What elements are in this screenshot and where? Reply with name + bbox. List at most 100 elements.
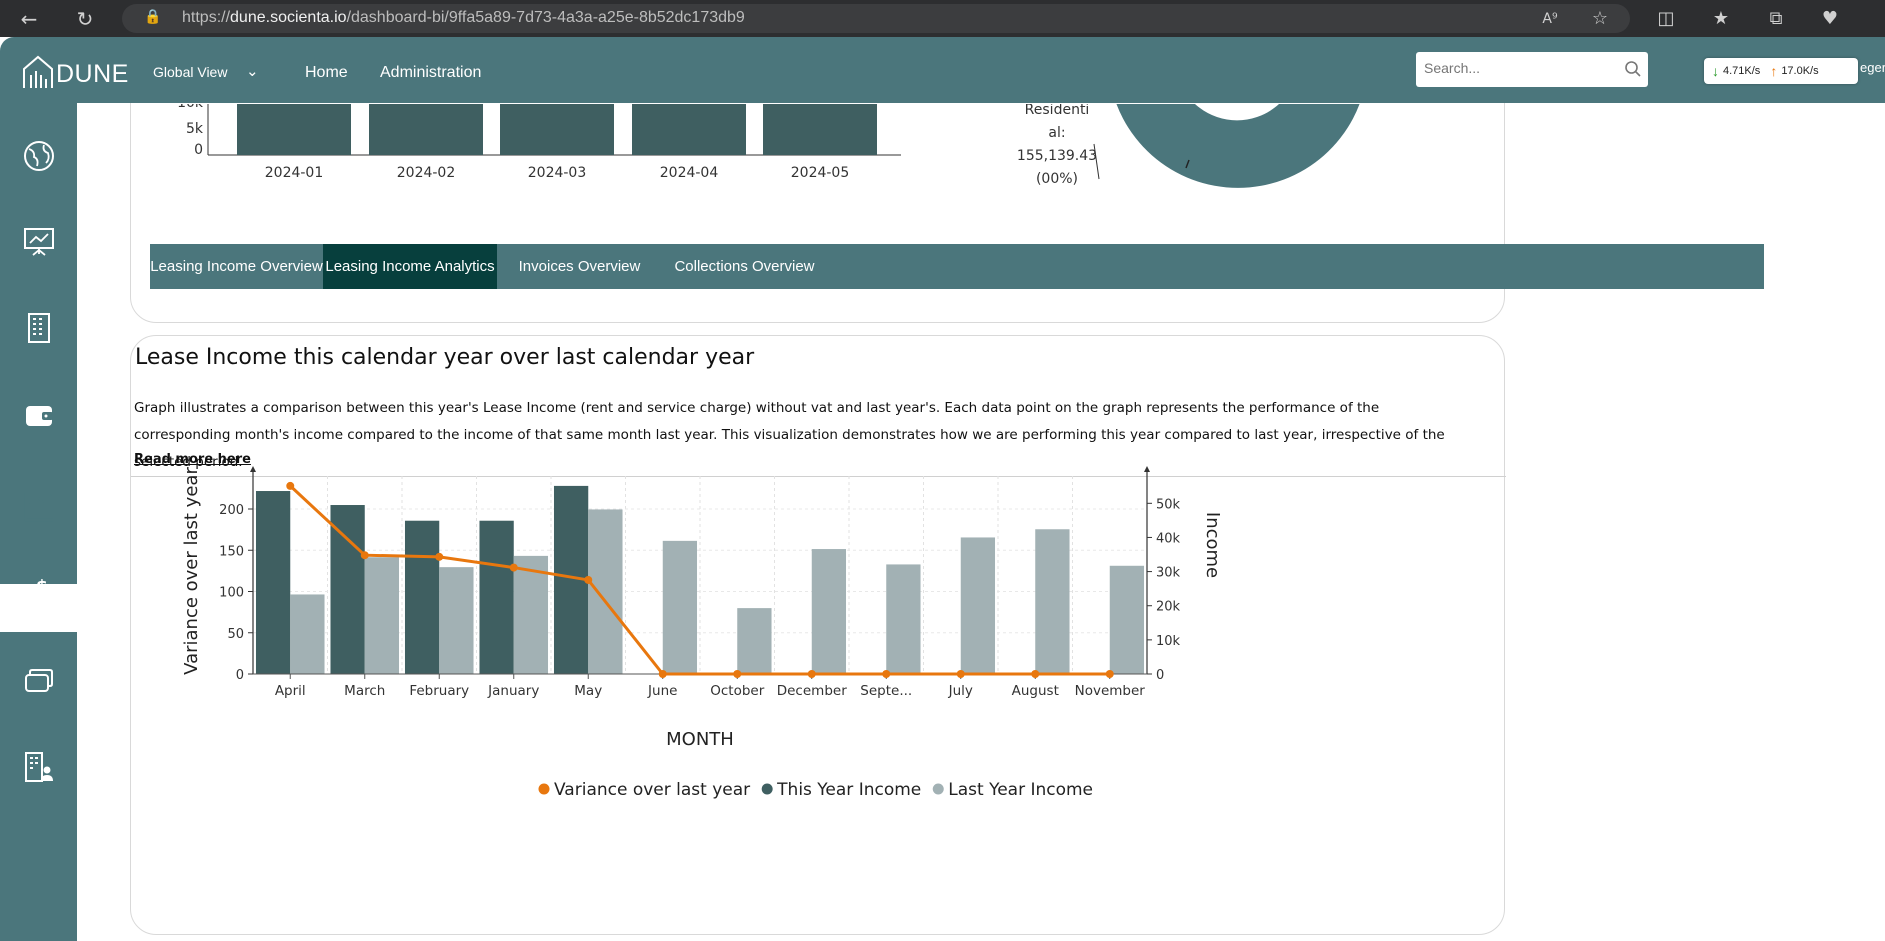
bar-last-year [588,509,623,674]
divider [131,476,1506,477]
previous-bar [763,104,877,155]
bar-last-year [662,540,698,674]
right-tick-label: 0 [1156,668,1164,683]
dune-logo[interactable]: DUNE [22,55,129,89]
nav-home[interactable]: Home [305,64,348,81]
app-header: DUNE Global View ⌄ Home Administration ↓… [0,37,1885,103]
variance-point [509,563,518,572]
variance-point [584,575,593,584]
bar-this-year [255,491,291,674]
right-tick-label: 40k [1156,531,1181,546]
variance-point [1031,670,1040,678]
tab-invoices-overview[interactable]: Invoices Overview [518,258,641,275]
left-tick-label: 0 [236,668,244,683]
browser-toolbar: ← ↻ 🔒 https://dune.socienta.io/dashboard… [0,0,1885,37]
left-tick-label: 50 [227,627,244,642]
variance-point [435,552,444,561]
dune-logo-icon [23,55,53,88]
dashboard-tabs: Leasing Income Overview Leasing Income A… [150,244,1764,289]
tab-collections-overview[interactable]: Collections Overview [674,258,815,275]
variance-line [289,484,1110,676]
layers-icon[interactable] [20,661,58,699]
tab-leasing-income-analytics[interactable]: Leasing Income Analytics [323,244,497,289]
previous-charts: 10k 5k 0 2024-01 2024-02 2024-03 2024-04… [177,104,1360,188]
hand-money-icon[interactable]: $ [20,574,58,612]
collections-icon[interactable]: ⧉ [1769,8,1783,29]
building-icon[interactable] [20,309,58,347]
analytics-chart-icon[interactable] [20,488,58,526]
x-tick-label: May [574,683,602,699]
favorite-star-icon[interactable]: ☆ [1591,8,1609,29]
read-more-link[interactable]: Read more here [134,452,251,467]
x-tick-label: 2024-05 [791,165,850,181]
previous-bar [632,104,746,155]
lock-icon: 🔒 [144,9,162,25]
y-tick-label: 5k [186,121,204,137]
previous-bar [500,104,614,155]
legend-variance: Variance over last year [554,780,750,800]
search-input[interactable] [1424,60,1614,76]
pie-label: Residenti [1025,104,1090,118]
reload-icon[interactable]: ↻ [76,7,94,31]
bar-last-year [513,555,549,674]
x-tick-label: February [409,683,469,699]
wallet-icon[interactable] [20,396,58,434]
favorites-list-icon[interactable]: ★ [1712,8,1730,29]
variance-point [286,481,295,490]
building-user-icon[interactable] [20,748,58,786]
back-icon[interactable]: ← [20,7,38,31]
sidebar: $ [0,103,77,941]
user-name[interactable]: eger [1860,60,1885,75]
bar-last-year [1035,529,1070,674]
bar-last-year [811,549,847,674]
donut-chart [1116,104,1360,188]
x-tick-label: April [275,683,306,699]
read-aloud-icon[interactable]: A⁹ [1542,11,1558,27]
axis-arrow-icon [1144,466,1150,472]
tab-leasing-income-overview[interactable]: Leasing Income Overview [150,258,323,275]
presentation-icon[interactable] [20,222,58,260]
right-axis-title: Income [1202,512,1223,578]
svg-text:$: $ [36,577,48,597]
legend-last-year: Last Year Income [948,780,1093,800]
pie-label: 155,139.43 [1017,148,1097,164]
search-icon[interactable] [1624,60,1642,78]
logo-text: DUNE [56,60,129,88]
legend-last-year-marker [932,783,944,795]
split-screen-icon[interactable]: ◫ [1657,8,1675,29]
nav-administration[interactable]: Administration [380,64,482,81]
lease-income-card: Lease Income this calendar year over las… [130,335,1506,935]
bar-last-year [439,567,474,674]
x-tick-label: March [344,683,385,699]
x-tick-label: 2024-01 [265,165,324,181]
bar-last-year [290,594,325,674]
variance-point [658,670,667,678]
global-view-selector[interactable]: Global View [153,64,228,80]
legend-this-year: This Year Income [776,780,921,800]
network-speed-widget: ↓ 4.71K/s ↑ 17.0K/s [1704,58,1858,84]
x-tick-label: Septe... [860,683,912,699]
pie-label: al: [1048,125,1065,141]
address-bar[interactable]: 🔒 https://dune.socienta.io/dashboard-bi/… [122,4,1630,33]
bar-last-year [364,557,400,674]
x-tick-label: August [1012,683,1059,699]
x-tick-label: July [948,683,973,699]
y-tick-label: 0 [194,142,203,158]
bar-this-year [479,520,514,674]
left-tick-label: 100 [219,586,244,601]
x-tick-label: October [710,683,764,699]
lease-income-chart: 0 50 100 150 200 0 10k 20k 30k 40k 50k April March Fe… [181,466,1223,800]
arrow-down-icon: ↓ [1712,63,1719,79]
globe-icon[interactable] [20,137,58,175]
x-tick-label: 2024-02 [397,165,456,181]
previous-chart-card: 10k 5k 0 2024-01 2024-02 2024-03 2024-04… [130,103,1505,323]
bar-last-year [886,564,921,674]
pie-label: (00%) [1036,171,1078,187]
upload-speed: 17.0K/s [1781,65,1819,77]
search-box [1416,52,1648,87]
url-text[interactable]: https://dune.socienta.io/dashboard-bi/9f… [182,9,745,26]
chevron-down-icon[interactable]: ⌄ [246,62,259,80]
bar-last-year [1109,565,1145,674]
browser-essentials-icon[interactable]: ♥ [1821,8,1839,29]
bar-this-year [404,520,440,674]
